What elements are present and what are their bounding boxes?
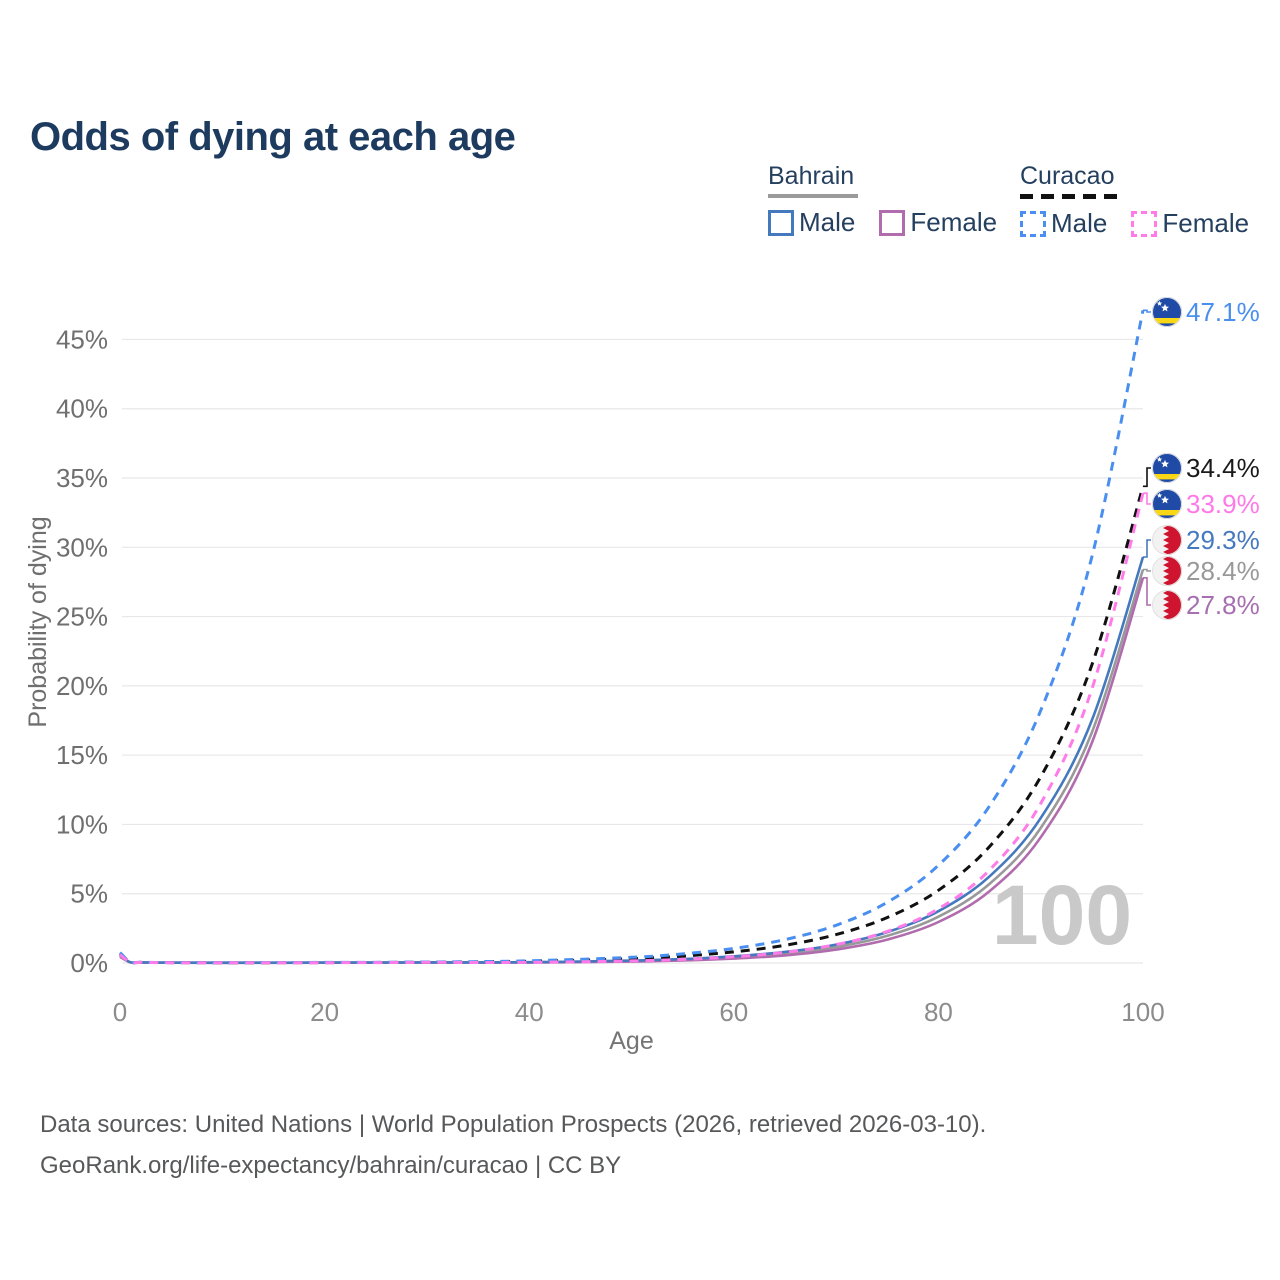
y-tick-label: 15%	[56, 740, 108, 770]
legend-item-curacao-male[interactable]: Male	[1020, 208, 1107, 239]
label-connector	[1143, 309, 1151, 313]
legend-group-curacao: Curacao Male Female	[1020, 162, 1273, 239]
y-tick-label: 25%	[56, 602, 108, 632]
legend-item-bahrain-female[interactable]: Female	[879, 207, 997, 238]
legend-item-bahrain-male[interactable]: Male	[768, 207, 855, 238]
footer-line-2: GeoRank.org/life-expectancy/bahrain/cura…	[40, 1152, 622, 1179]
y-tick-label: 35%	[56, 463, 108, 493]
end-value-label-bahrain-female: 27.8%	[1186, 590, 1260, 620]
series-line-bahrain[interactable]	[119, 569, 1145, 965]
end-value-label-curacao-female: 33.9%	[1186, 489, 1260, 519]
curacao-female-swatch-icon	[1131, 210, 1158, 237]
bahrain-male-swatch-icon	[768, 209, 794, 236]
curacao-flag-icon	[1152, 489, 1182, 519]
legend-label: Male	[1051, 208, 1108, 238]
legend-label: Male	[799, 207, 856, 237]
legend-group-title-bahrain: Bahrain	[768, 162, 855, 190]
x-tick-label: 20	[310, 997, 339, 1027]
hover-age-watermark: 100	[992, 868, 1132, 962]
bahrain-flag-icon	[1152, 556, 1182, 586]
curacao-flag-icon	[1152, 453, 1182, 483]
y-tick-label: 40%	[56, 394, 108, 424]
curacao-dashed-line-sample	[1020, 194, 1118, 199]
y-tick-label: 5%	[70, 879, 108, 909]
end-value-label-bahrain-male: 29.3%	[1186, 525, 1260, 555]
y-tick-label: 30%	[56, 532, 108, 562]
end-value-label-curacao: 34.4%	[1186, 453, 1260, 483]
label-connector	[1143, 492, 1151, 505]
x-tick-label: 0	[113, 997, 127, 1027]
y-tick-label: 10%	[56, 809, 108, 839]
series-line-bahrain-male[interactable]	[119, 556, 1145, 965]
bahrain-female-swatch-icon	[879, 209, 906, 236]
series-line-curacao-male[interactable]	[118, 309, 1145, 965]
bahrain-solid-line-sample	[768, 194, 858, 198]
legend-group-title-curacao: Curacao	[1020, 162, 1115, 190]
footer-line-1: Data sources: United Nations | World Pop…	[40, 1111, 987, 1138]
data-sources-footer: Data sources: United Nations | World Pop…	[40, 1104, 986, 1186]
x-tick-label: 60	[719, 997, 748, 1027]
label-connector	[1143, 568, 1151, 572]
end-value-label-curacao-male: 47.1%	[1186, 297, 1260, 327]
bahrain-flag-icon	[1152, 525, 1182, 555]
page-title: Odds of dying at each age	[30, 114, 516, 159]
curacao-flag-icon	[1152, 297, 1182, 327]
series-line-bahrain-female[interactable]	[119, 577, 1145, 965]
x-tick-label: 40	[515, 997, 544, 1027]
curacao-male-swatch-icon	[1020, 210, 1046, 237]
label-connector	[1143, 467, 1151, 488]
legend-group-bahrain: Bahrain Male Female	[768, 162, 1021, 238]
bahrain-flag-icon	[1152, 590, 1182, 620]
series-line-curacao-female[interactable]	[119, 492, 1145, 965]
legend-label: Female	[910, 207, 998, 237]
y-axis-title: Probability of dying	[24, 516, 52, 727]
label-connector	[1143, 539, 1151, 558]
y-tick-label: 0%	[70, 948, 108, 978]
y-tick-label: 20%	[56, 671, 108, 701]
y-tick-label: 45%	[56, 324, 108, 354]
x-tick-label: 100	[1121, 997, 1164, 1027]
x-tick-label: 80	[924, 997, 953, 1027]
legend-item-curacao-female[interactable]: Female	[1131, 208, 1249, 239]
label-connector	[1143, 577, 1151, 606]
legend-label: Female	[1162, 208, 1250, 238]
end-value-label-bahrain: 28.4%	[1186, 556, 1260, 586]
x-axis-title: Age	[609, 1027, 653, 1055]
